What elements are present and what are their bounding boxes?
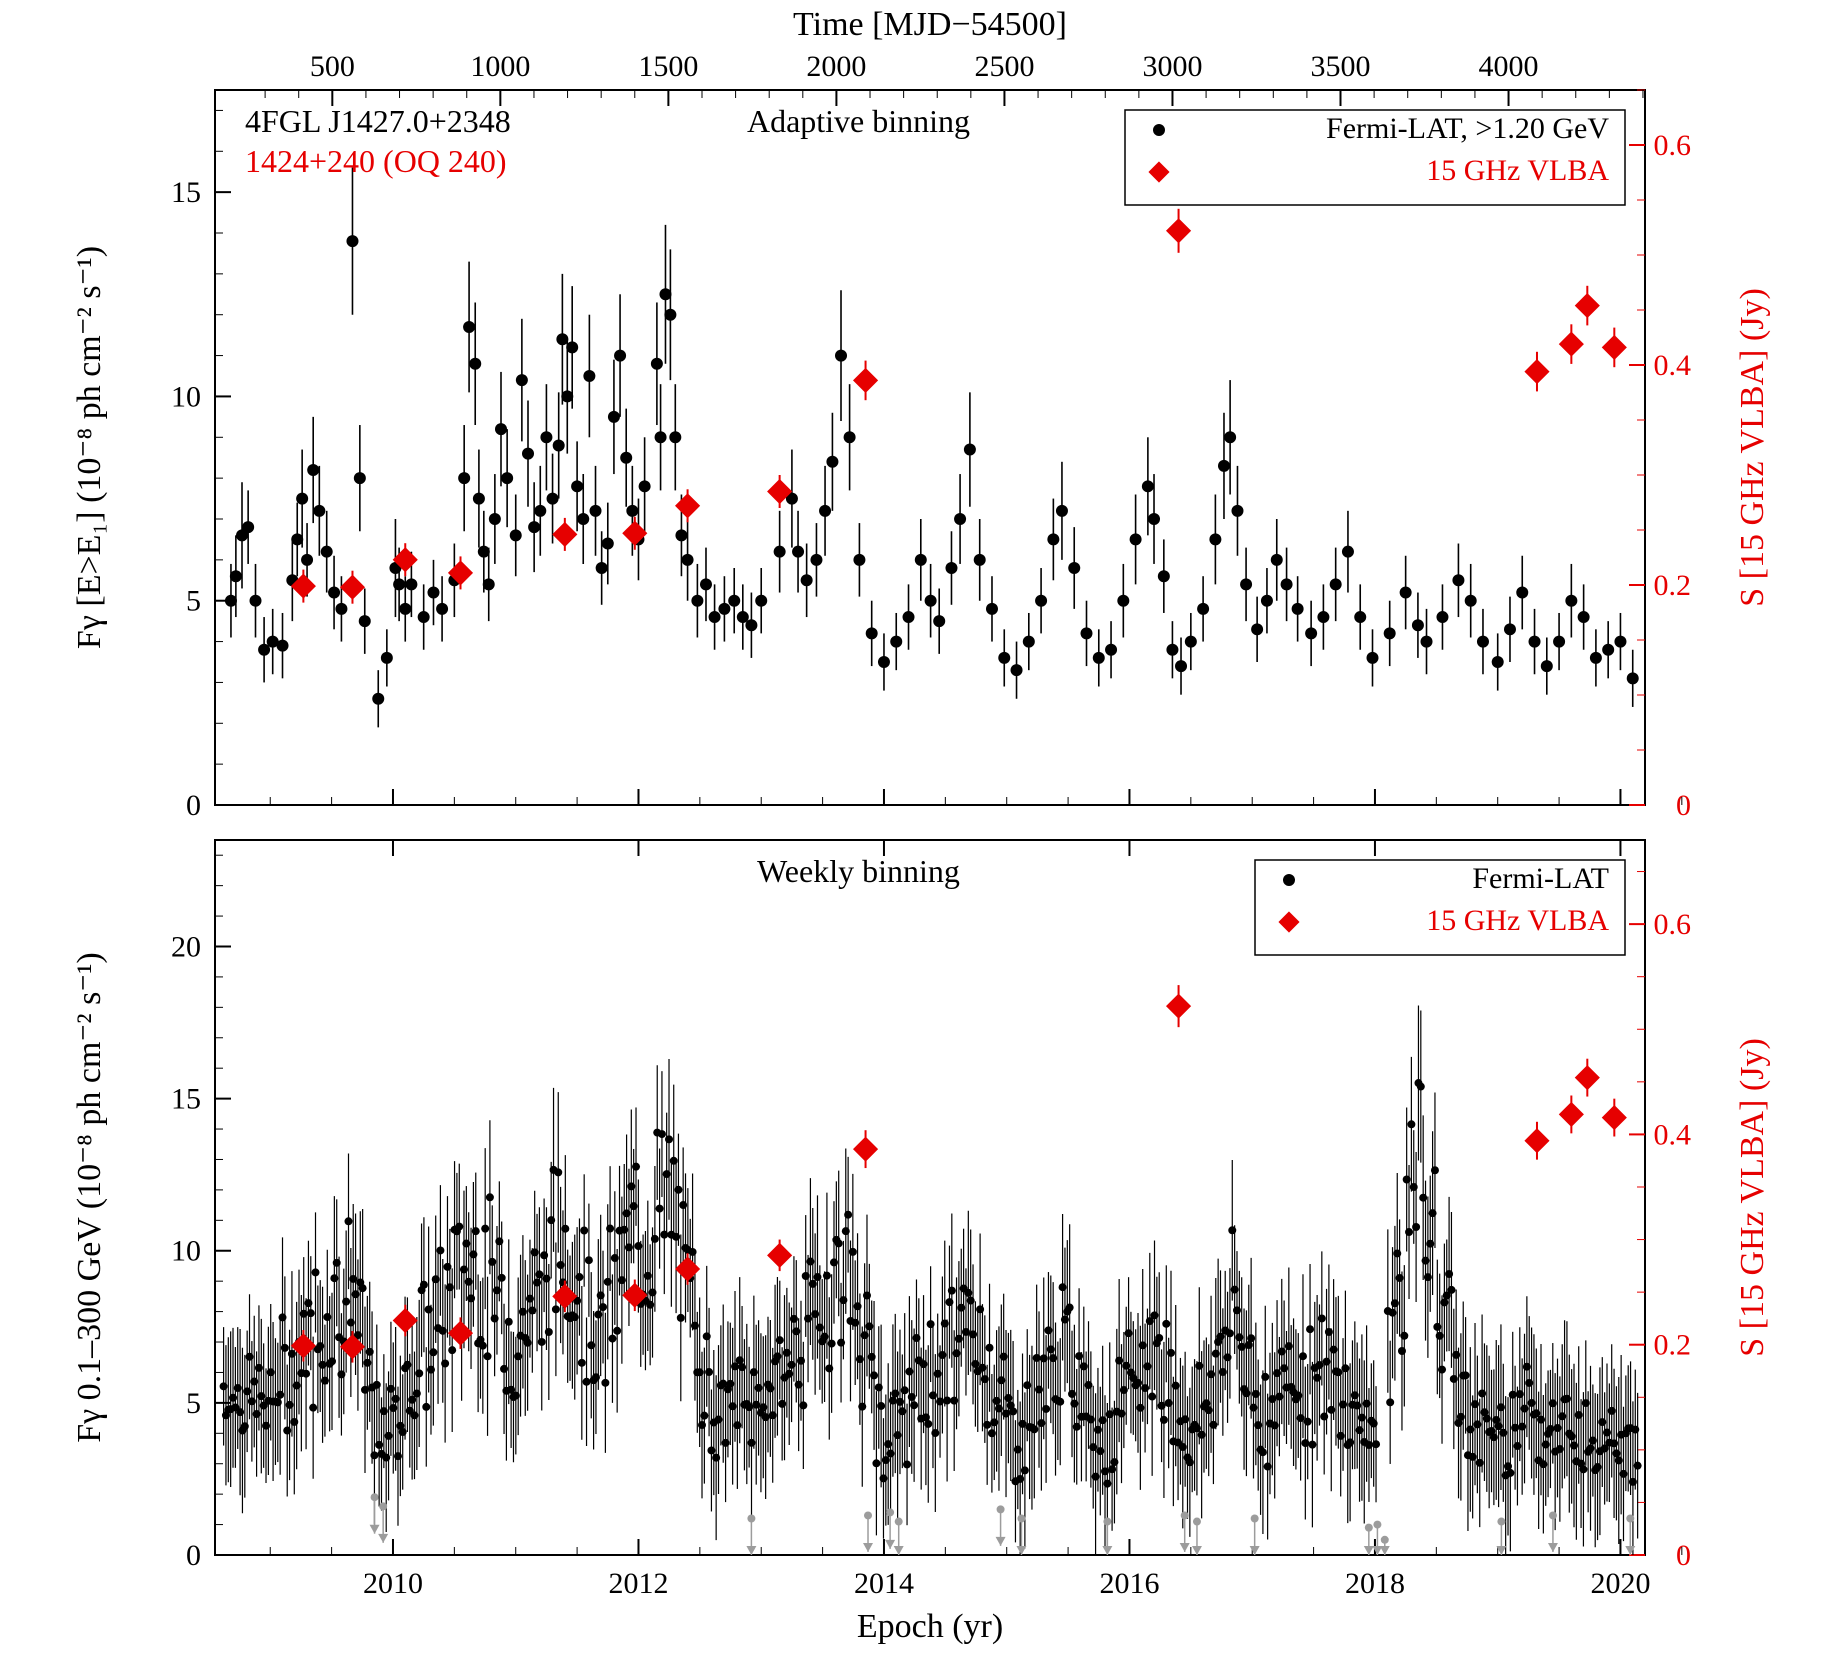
svg-text:15: 15: [171, 1083, 201, 1116]
svg-text:0: 0: [186, 1539, 201, 1572]
svg-text:0: 0: [1676, 789, 1691, 822]
svg-text:Fermi-LAT, >1.20 GeV: Fermi-LAT, >1.20 GeV: [1326, 112, 1609, 145]
svg-text:Adaptive binning: Adaptive binning: [747, 103, 970, 139]
svg-text:2018: 2018: [1345, 1567, 1405, 1600]
svg-text:1500: 1500: [638, 50, 698, 83]
svg-text:Weekly binning: Weekly binning: [757, 853, 960, 889]
svg-text:15: 15: [171, 176, 201, 209]
svg-text:1424+240 (OQ 240): 1424+240 (OQ 240): [245, 143, 507, 179]
svg-text:S [15 GHz VLBA] (Jy): S [15 GHz VLBA] (Jy): [1734, 1038, 1771, 1357]
svg-text:0.6: 0.6: [1654, 908, 1692, 941]
svg-text:500: 500: [310, 50, 355, 83]
svg-text:5: 5: [186, 585, 201, 618]
svg-text:0.6: 0.6: [1654, 129, 1692, 162]
svg-text:1000: 1000: [470, 50, 530, 83]
svg-text:S [15 GHz VLBA] (Jy): S [15 GHz VLBA] (Jy): [1734, 288, 1771, 607]
figure-root: 05101500.20.40.6500100015002000250030003…: [0, 0, 1826, 1671]
svg-text:0.2: 0.2: [1654, 1329, 1692, 1362]
svg-text:Fermi-LAT: Fermi-LAT: [1472, 862, 1609, 895]
svg-text:15 GHz VLBA: 15 GHz VLBA: [1426, 904, 1609, 937]
svg-text:2020: 2020: [1590, 1567, 1650, 1600]
svg-text:2000: 2000: [806, 50, 866, 83]
svg-text:Time [MJD−54500]: Time [MJD−54500]: [793, 6, 1067, 43]
svg-text:10: 10: [171, 1235, 201, 1268]
svg-text:2016: 2016: [1099, 1567, 1159, 1600]
svg-text:0.4: 0.4: [1654, 1118, 1692, 1151]
svg-text:0.4: 0.4: [1654, 349, 1692, 382]
svg-text:Epoch (yr): Epoch (yr): [857, 1608, 1003, 1645]
svg-text:Fγ 0.1–300 GeV (10⁻⁸ ph cm⁻² s: Fγ 0.1–300 GeV (10⁻⁸ ph cm⁻² s⁻¹): [71, 952, 108, 1443]
svg-text:2010: 2010: [363, 1567, 423, 1600]
svg-text:15 GHz VLBA: 15 GHz VLBA: [1426, 154, 1609, 187]
svg-text:3500: 3500: [1311, 50, 1371, 83]
svg-text:4000: 4000: [1479, 50, 1539, 83]
svg-text:Fγ [E>E₁] (10⁻⁸ ph cm⁻² s⁻¹): Fγ [E>E₁] (10⁻⁸ ph cm⁻² s⁻¹): [71, 246, 108, 649]
svg-text:20: 20: [171, 930, 201, 963]
svg-text:0.2: 0.2: [1654, 569, 1692, 602]
svg-text:2014: 2014: [854, 1567, 914, 1600]
svg-text:0: 0: [186, 789, 201, 822]
svg-text:4FGL J1427.0+2348: 4FGL J1427.0+2348: [245, 103, 511, 139]
svg-text:10: 10: [171, 380, 201, 413]
svg-text:2012: 2012: [608, 1567, 668, 1600]
svg-text:5: 5: [186, 1387, 201, 1420]
svg-text:0: 0: [1676, 1539, 1691, 1572]
figure-svg: 05101500.20.40.6500100015002000250030003…: [0, 0, 1826, 1671]
svg-text:3000: 3000: [1142, 50, 1202, 83]
svg-text:2500: 2500: [974, 50, 1034, 83]
